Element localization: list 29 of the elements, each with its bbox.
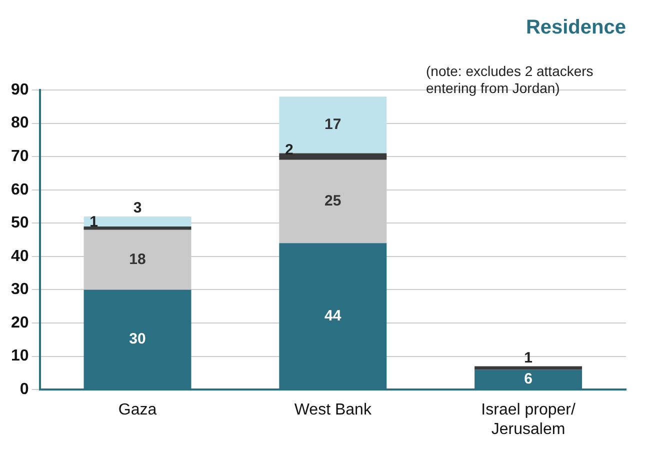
x-tick-label: West Bank (294, 402, 372, 419)
y-tick-label: 70 (11, 148, 29, 165)
chart-title: Residence (526, 16, 626, 39)
data-label: 25 (324, 192, 342, 210)
data-label: 1 (524, 349, 532, 366)
y-tick-label: 10 (11, 348, 29, 365)
y-tick-label: 60 (11, 181, 29, 198)
y-tick-label: 50 (11, 214, 29, 232)
x-tick-label: Gaza (118, 402, 157, 419)
bar (84, 226, 192, 230)
y-tick-label: 80 (11, 114, 29, 132)
data-label: 6 (524, 370, 532, 388)
x-tick-label: Israel proper/ Jerusalem (481, 402, 576, 438)
y-tick-label: 40 (11, 248, 29, 265)
data-label: 44 (324, 307, 342, 324)
annotation: (note: excludes 2 attackers entering from Jordan) (426, 63, 594, 96)
y-tick-label: 30 (11, 281, 29, 298)
y-tick-label: 20 (11, 314, 29, 332)
data-label: 18 (129, 250, 146, 268)
bar (279, 96, 387, 154)
bar (279, 153, 387, 160)
y-tick-label: 90 (11, 81, 29, 98)
y-tick-label: 0 (20, 381, 29, 398)
data-label: 3 (133, 200, 142, 217)
bar (474, 366, 582, 370)
data-label: 17 (324, 116, 342, 134)
data-label: 30 (129, 330, 146, 348)
bar (84, 216, 192, 226)
data-label: 1 (90, 213, 98, 230)
